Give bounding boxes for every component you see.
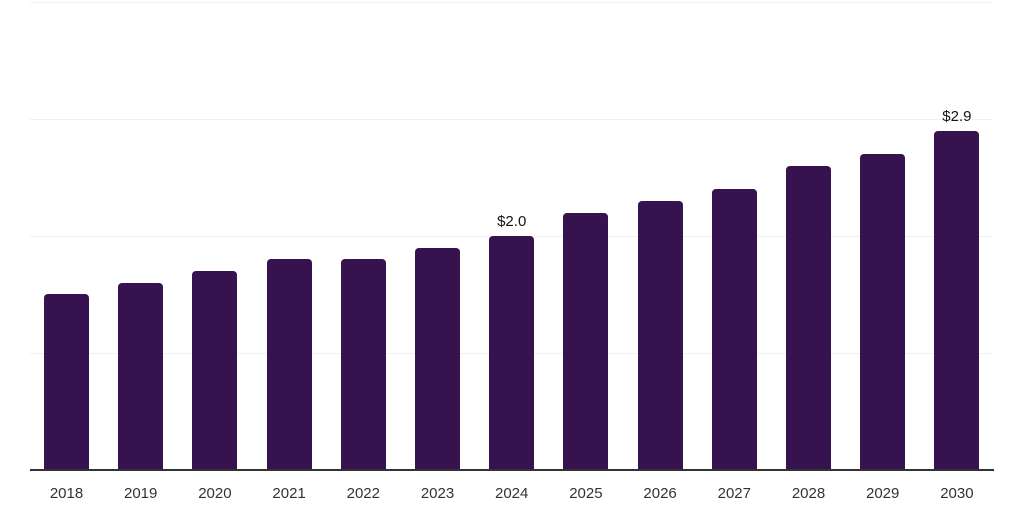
x-tick-label-2027: 2027: [717, 485, 751, 502]
x-tick-label-2029: 2029: [866, 485, 900, 502]
bar-2027: [711, 189, 757, 470]
x-tick-label-2020: 2020: [198, 485, 232, 502]
bar-2024: [489, 236, 535, 470]
x-tick-label-2030: 2030: [940, 485, 974, 502]
gridline-3: [30, 119, 992, 120]
x-tick-label-2021: 2021: [272, 485, 306, 502]
bar-2029: [860, 154, 906, 470]
bar-2025: [563, 213, 609, 470]
bar-2022: [340, 259, 386, 470]
bar-2018: [44, 294, 89, 470]
x-tick-label-2022: 2022: [346, 485, 380, 502]
x-tick-label-2026: 2026: [643, 485, 677, 502]
x-tick-label-2018: 2018: [49, 485, 84, 502]
bar-2023: [415, 248, 460, 470]
x-tick-label-2028: 2028: [791, 485, 826, 502]
bar-2020: [192, 271, 238, 470]
x-tick-label-2023: 2023: [420, 485, 455, 502]
gridline-4: [30, 2, 992, 3]
bar-2021: [266, 259, 312, 470]
value-label-2024: $2.0: [497, 213, 527, 230]
value-label-2030: $2.9: [942, 108, 972, 125]
x-axis-line: [30, 469, 994, 471]
x-tick-label-2024: 2024: [495, 485, 529, 502]
x-tick-label-2025: 2025: [569, 485, 603, 502]
bar-2028: [786, 166, 831, 470]
bar-2019: [118, 283, 164, 470]
x-tick-label-2019: 2019: [124, 485, 158, 502]
bar-2026: [637, 201, 683, 470]
bar-2030: [934, 131, 980, 470]
